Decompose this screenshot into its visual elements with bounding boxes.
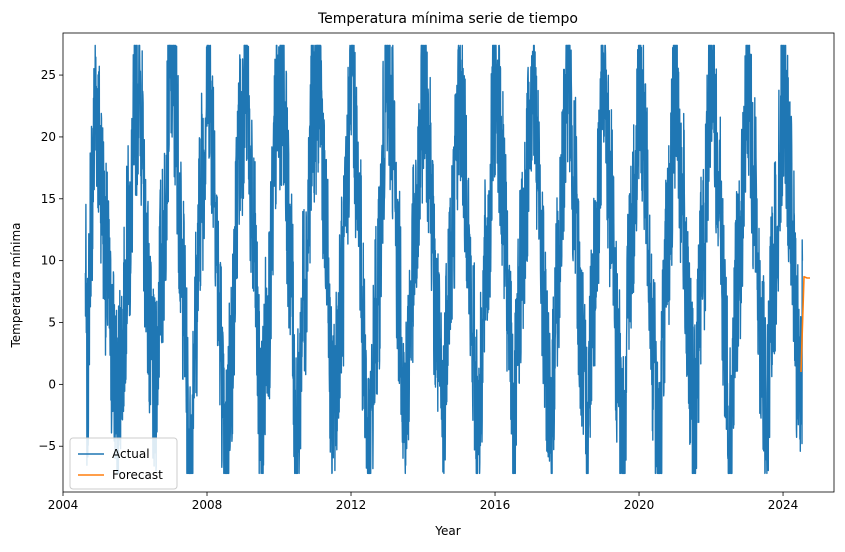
x-tick-label: 2012 [336, 498, 367, 512]
x-tick-label: 2008 [192, 498, 223, 512]
chart-title: Temperatura mínima serie de tiempo [317, 11, 578, 27]
x-tick-label: 2016 [480, 498, 511, 512]
y-tick-label: −5 [38, 439, 56, 453]
series-line-forecast [800, 275, 810, 373]
x-axis: 2004 2008 2012 2016 2020 2024 [48, 492, 799, 512]
y-axis-label: Temperatura mínima [9, 222, 23, 348]
y-axis: −5 0 5 10 15 20 25 [38, 68, 63, 453]
legend-box [69, 437, 178, 490]
y-tick-label: 10 [41, 254, 56, 268]
x-tick-label: 2020 [624, 498, 655, 512]
legend-label-forecast: Forecast [112, 468, 163, 482]
legend: Actual Forecast [69, 437, 178, 490]
legend-label-actual: Actual [112, 447, 150, 461]
y-tick-label: 5 [48, 316, 56, 330]
series-line-actual [84, 44, 804, 475]
y-tick-label: 15 [41, 192, 56, 206]
x-tick-label: 2004 [48, 498, 79, 512]
plot-frame [62, 32, 835, 493]
plot-area [62, 32, 835, 493]
y-tick-label: 20 [41, 130, 56, 144]
y-tick-label: 0 [48, 377, 56, 391]
x-tick-label: 2024 [768, 498, 799, 512]
y-tick-label: 25 [41, 68, 56, 82]
x-axis-label: Year [434, 524, 460, 538]
